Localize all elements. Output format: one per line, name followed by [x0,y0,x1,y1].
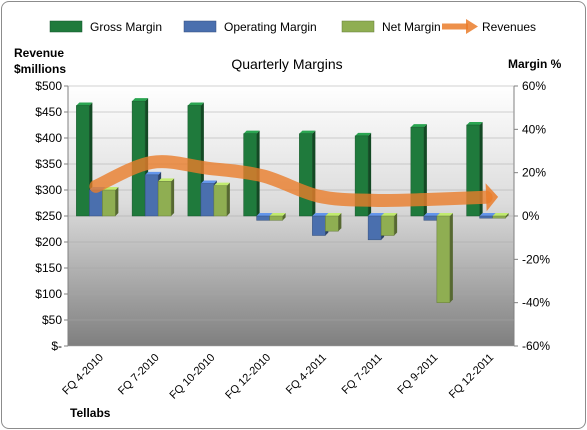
bar-operating-margin [367,215,382,241]
right-tick-label: 0% [522,209,540,223]
x-axis-label: FQ 10-2010 [168,352,218,402]
revenues-line [89,155,499,212]
bar-top-operating-margin [423,213,440,216]
bar-operating-margin [200,183,215,217]
x-axis-labels: FQ 4-2010 FQ 7-2010 FQ 10-2010 FQ 12-2010 FQ… [60,352,496,402]
legend-arrow-revenues [466,19,478,34]
bar-net-margin [269,215,283,221]
bar-net-margin [492,215,506,219]
right-tick-label: 60% [522,79,546,93]
left-tick-label: $400 [35,131,62,145]
right-tick-label: -20% [522,252,550,266]
legend-swatch-gross-margin [49,20,83,33]
revenues-line-path [89,155,493,208]
bar-top-net-margin [158,178,175,182]
bar-side-net-margin [115,187,119,216]
bar-side-net-margin [449,213,453,303]
legend-label-gross-margin: Gross Margin [90,20,162,34]
legend-label-operating-margin: Operating Margin [224,20,317,34]
legend-label-revenues: Revenues [482,20,536,34]
right-tick-label: -60% [522,339,550,353]
bar-side-net-margin [282,213,286,221]
left-tick-label: $500 [35,79,62,93]
bar-gross-margin [76,105,90,217]
bar-operating-margin [312,215,326,236]
left-tick-label: $50 [42,313,62,327]
bar-net-margin [325,215,339,232]
x-axis-label: FQ 12-2011 [447,352,496,401]
footer-label: Tellabs [70,406,111,420]
bar-operating-margin [256,215,270,221]
left-tick-label: $- [51,339,62,353]
bar-operating-margin [144,174,159,217]
x-axis-label: FQ 12-2010 [223,352,273,402]
revenues-arrowhead [485,183,499,212]
bar-top-operating-margin [312,213,329,216]
bar-top-net-margin [325,213,342,216]
bar-top-gross-margin [355,132,372,136]
left-axis-label-line2: $millions [14,62,66,76]
bar-top-gross-margin [299,130,316,134]
bar-top-gross-margin [410,124,427,128]
bar-top-operating-margin [256,213,273,216]
left-tick-label: $200 [35,235,62,249]
right-axis-label: Margin % [508,57,562,71]
bar-side-net-margin [226,182,230,216]
bar-side-gross-margin [312,130,316,216]
bar-net-margin [157,181,172,217]
bar-top-gross-margin [76,102,93,106]
bar-operating-margin [423,215,438,221]
bar-net-margin [380,215,395,236]
left-axis-ticks: $- $50 $100 $150 $200 $250 $300 $350 $400 $450 $50… [35,79,68,353]
bar-top-net-margin [381,213,398,216]
bars [76,98,509,303]
left-tick-label: $150 [35,261,62,275]
bar-side-net-margin [394,213,398,236]
x-axis-label: FQ 4-2011 [284,352,329,397]
bar-net-margin [102,189,116,217]
bar-top-gross-margin [466,122,483,125]
bar-gross-margin [299,133,313,217]
left-tick-label: $100 [35,287,62,301]
bar-side-net-margin [171,178,175,216]
bar-operating-margin [479,215,493,219]
chart-title: Quarterly Margins [231,56,342,72]
bar-side-net-margin [505,213,509,219]
bar-top-operating-margin [368,213,385,216]
x-axis-label: FQ 7-2011 [340,352,385,397]
legend-swatch-operating-margin [183,20,217,33]
bar-top-gross-margin [132,98,149,102]
bar-top-gross-margin [187,102,204,106]
bar-top-operating-margin [145,171,162,175]
x-axis-label: FQ 7-2010 [116,352,162,398]
left-tick-label: $300 [35,183,62,197]
bar-net-margin [436,215,451,303]
bar-top-net-margin [436,213,453,216]
bar-top-operating-margin [200,180,217,184]
left-tick-label: $350 [35,157,62,171]
right-tick-label: -40% [522,296,550,310]
bar-operating-margin [89,189,103,217]
left-tick-label: $250 [35,209,62,223]
bar-top-net-margin [269,213,286,216]
bar-top-gross-margin [243,130,260,134]
bar-net-margin [213,185,228,217]
bar-top-net-margin [492,213,509,216]
right-tick-label: 20% [522,166,546,180]
legend-swatch-net-margin [341,20,375,33]
left-axis-label-line1: Revenue [14,46,64,60]
bar-top-operating-margin [479,213,496,216]
x-axis-label: FQ 4-2010 [60,352,106,398]
left-tick-label: $450 [35,105,62,119]
x-axis-label: FQ 9-2011 [395,352,440,397]
bar-top-net-margin [213,182,230,186]
right-tick-label: 40% [522,122,546,136]
right-axis-ticks: -60% -40% -20% 0% 20% 40% 60% [514,79,550,353]
legend: Gross Margin Operating Margin Net Margin Re… [49,19,536,34]
legend-label-net-margin: Net Margin [382,20,441,34]
bar-side-net-margin [338,213,342,232]
